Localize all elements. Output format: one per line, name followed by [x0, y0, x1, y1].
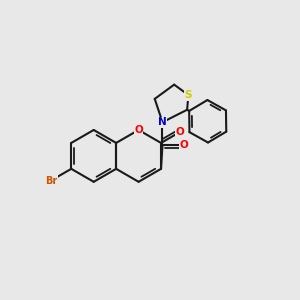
Text: Br: Br	[45, 176, 57, 185]
Text: O: O	[134, 125, 143, 135]
Text: O: O	[175, 127, 184, 137]
Text: S: S	[185, 90, 192, 100]
Text: N: N	[158, 117, 167, 127]
Text: O: O	[179, 140, 188, 150]
